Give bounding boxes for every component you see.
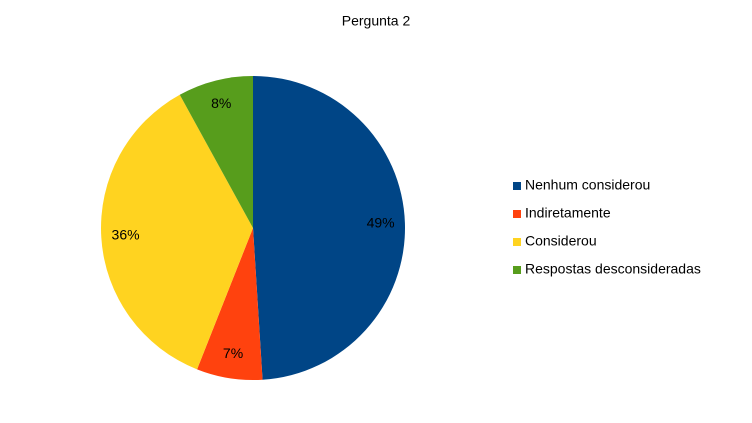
legend-label: Respostas desconsideradas — [525, 261, 701, 277]
pie-slice — [253, 76, 406, 380]
data-label: 36% — [112, 227, 140, 243]
legend-swatch — [513, 210, 521, 218]
chart-title: Pergunta 2 — [342, 13, 411, 29]
legend-swatch — [513, 266, 521, 274]
legend-label: Considerou — [525, 233, 597, 249]
data-label: 7% — [223, 345, 243, 361]
legend-swatch — [513, 182, 521, 190]
pie-slice — [101, 94, 254, 370]
data-label: 49% — [367, 215, 395, 231]
legend-label: Indiretamente — [525, 205, 611, 221]
pie-slice — [179, 76, 253, 228]
pie-slice — [197, 228, 263, 380]
data-label: 8% — [211, 95, 231, 111]
legend-label: Nenhum considerou — [525, 177, 650, 193]
legend-swatch — [513, 238, 521, 246]
